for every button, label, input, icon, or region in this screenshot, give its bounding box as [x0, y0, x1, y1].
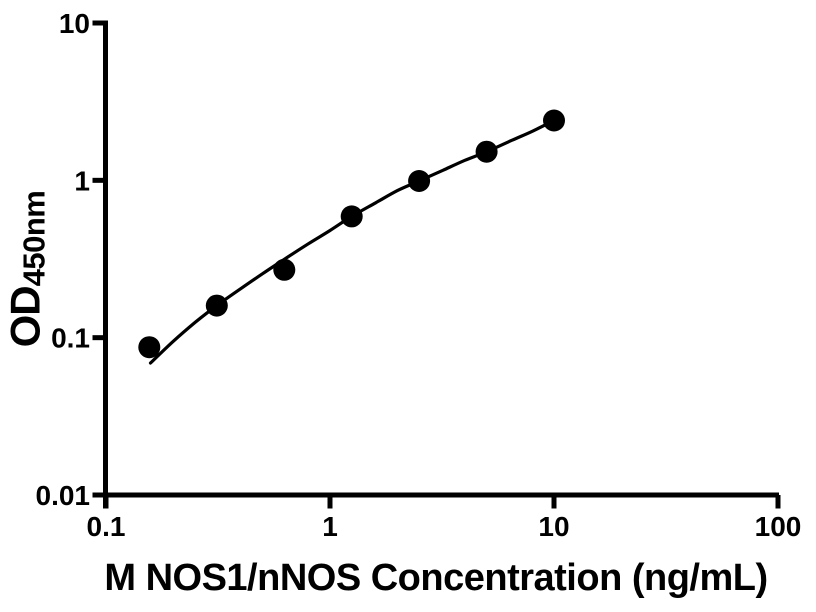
data-point: [408, 170, 431, 192]
data-point: [543, 109, 565, 132]
x-tick-label: 1: [322, 511, 338, 542]
x-tick-label: 10: [538, 511, 569, 542]
data-point: [205, 294, 228, 317]
y-tick-label: 10: [59, 8, 90, 39]
x-tick-label: 0.1: [87, 511, 126, 542]
y-axis-title: OD450nm: [1, 190, 52, 348]
data-point: [138, 336, 161, 359]
y-tick-label: 0.01: [36, 480, 91, 511]
x-axis-title: M NOS1/nNOS Concentration (ng/mL): [104, 557, 768, 599]
y-tick-label: 0.1: [51, 323, 90, 354]
y-axis-title-subscript: 450nm: [16, 190, 52, 287]
y-tick-label: 1: [74, 165, 90, 196]
x-tick-label: 100: [755, 511, 802, 542]
data-point: [340, 205, 363, 228]
data-point: [475, 140, 498, 163]
data-point: [273, 258, 296, 281]
y-axis-title-base: OD: [1, 286, 49, 348]
